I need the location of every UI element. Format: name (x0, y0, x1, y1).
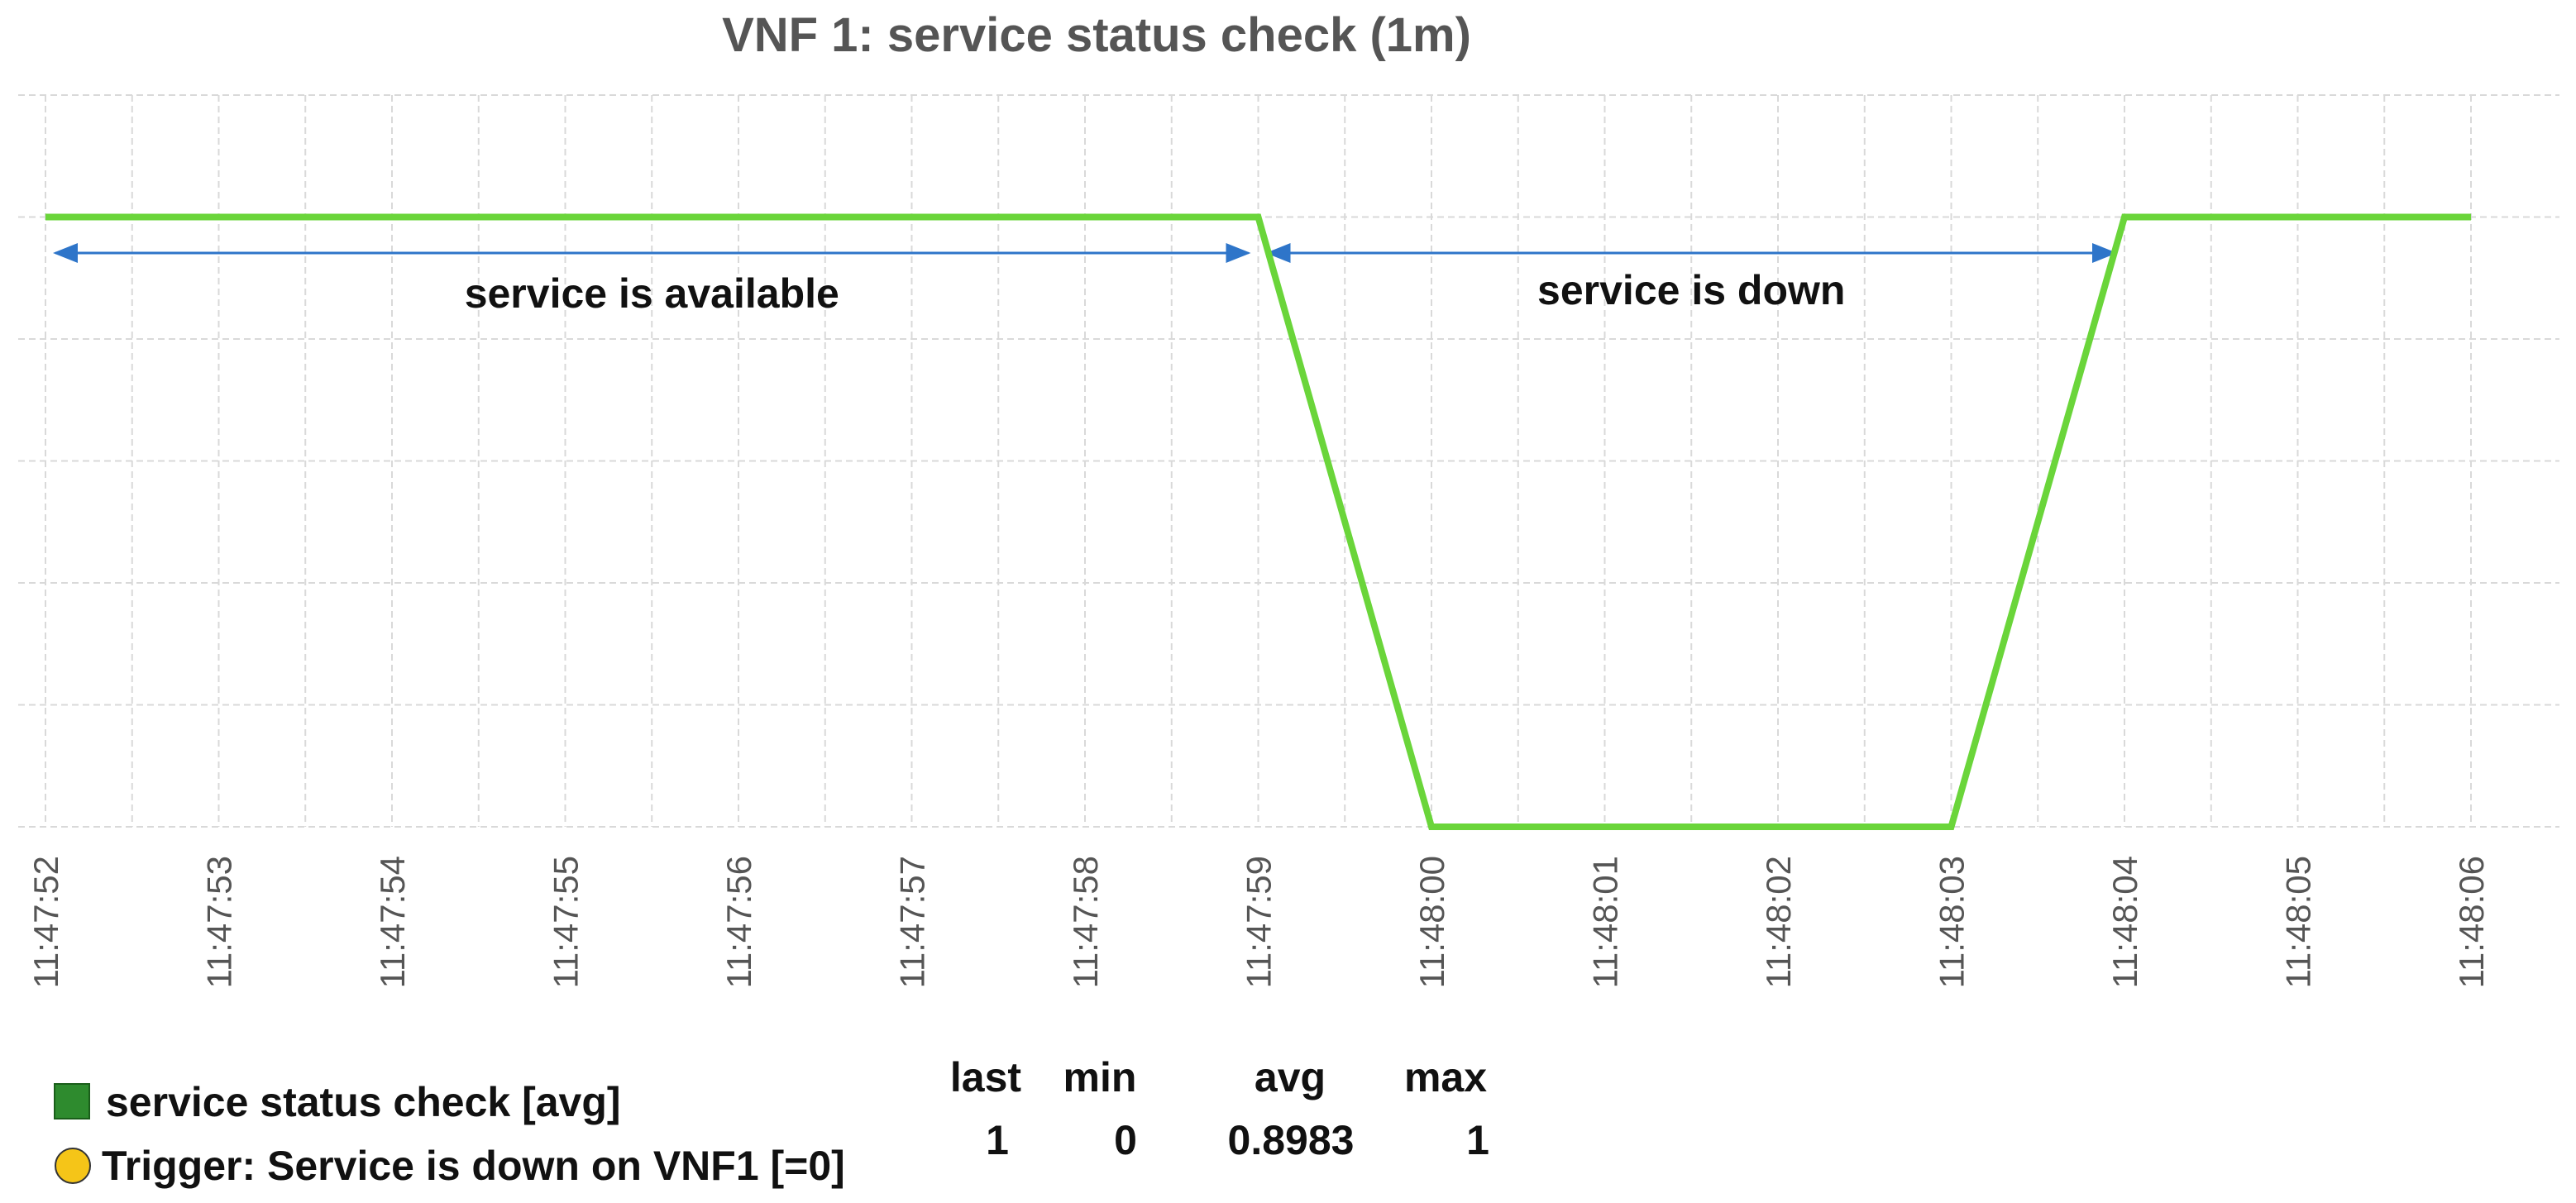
stats-value: 0 (1114, 1117, 1137, 1163)
x-tick-label: 11:48:04 (2105, 856, 2144, 988)
series-line (45, 213, 2471, 830)
series-layer (45, 213, 2471, 830)
legend-swatch-circle (55, 1148, 91, 1184)
stats-value: 0.8983 (1228, 1117, 1355, 1163)
x-tick-label: 11:47:56 (719, 856, 758, 988)
stats-header: last (950, 1054, 1022, 1100)
stats-header: avg (1255, 1054, 1326, 1100)
annotation-label: service is down (1537, 267, 1845, 313)
stats-value: 1 (986, 1117, 1009, 1163)
x-tick-label: 11:48:00 (1412, 856, 1451, 988)
legend-label: service status check [avg] (106, 1079, 621, 1125)
legend-label: Trigger: Service is down on VNF1 [=0] (102, 1143, 845, 1189)
annotation-label: service is available (465, 270, 839, 317)
x-axis-ticks: 11:47:52 11:47:53 11:47:54 11:47:55 11:47:56… (26, 856, 2491, 988)
x-tick-label: 11:47:52 (26, 856, 65, 988)
x-tick-label: 11:47:57 (893, 856, 932, 988)
legend: service status check [avg] Trigger: Servi… (54, 1079, 845, 1189)
x-tick-label: 11:48:01 (1586, 856, 1625, 988)
x-tick-label: 11:48:06 (2452, 856, 2491, 988)
x-tick-label: 11:48:05 (2279, 856, 2318, 988)
grid (18, 94, 2559, 828)
annotations: service is available service is down (53, 243, 2117, 317)
x-tick-label: 11:47:58 (1066, 856, 1105, 988)
x-tick-label: 11:47:53 (200, 856, 239, 988)
stats-table: last min avg max 1 0 0.8983 1 (950, 1054, 1489, 1163)
stats-header: max (1404, 1054, 1487, 1100)
stats-value: 1 (1466, 1117, 1489, 1163)
x-tick-label: 11:48:03 (1933, 856, 1971, 988)
x-tick-label: 11:47:59 (1240, 856, 1278, 988)
legend-swatch-square (54, 1083, 90, 1119)
x-tick-label: 11:47:54 (373, 856, 412, 988)
x-tick-label: 11:48:02 (1759, 856, 1798, 988)
chart-title: VNF 1: service status check (1m) (722, 8, 1471, 62)
stats-header: min (1063, 1054, 1137, 1100)
x-tick-label: 11:47:55 (547, 856, 585, 988)
